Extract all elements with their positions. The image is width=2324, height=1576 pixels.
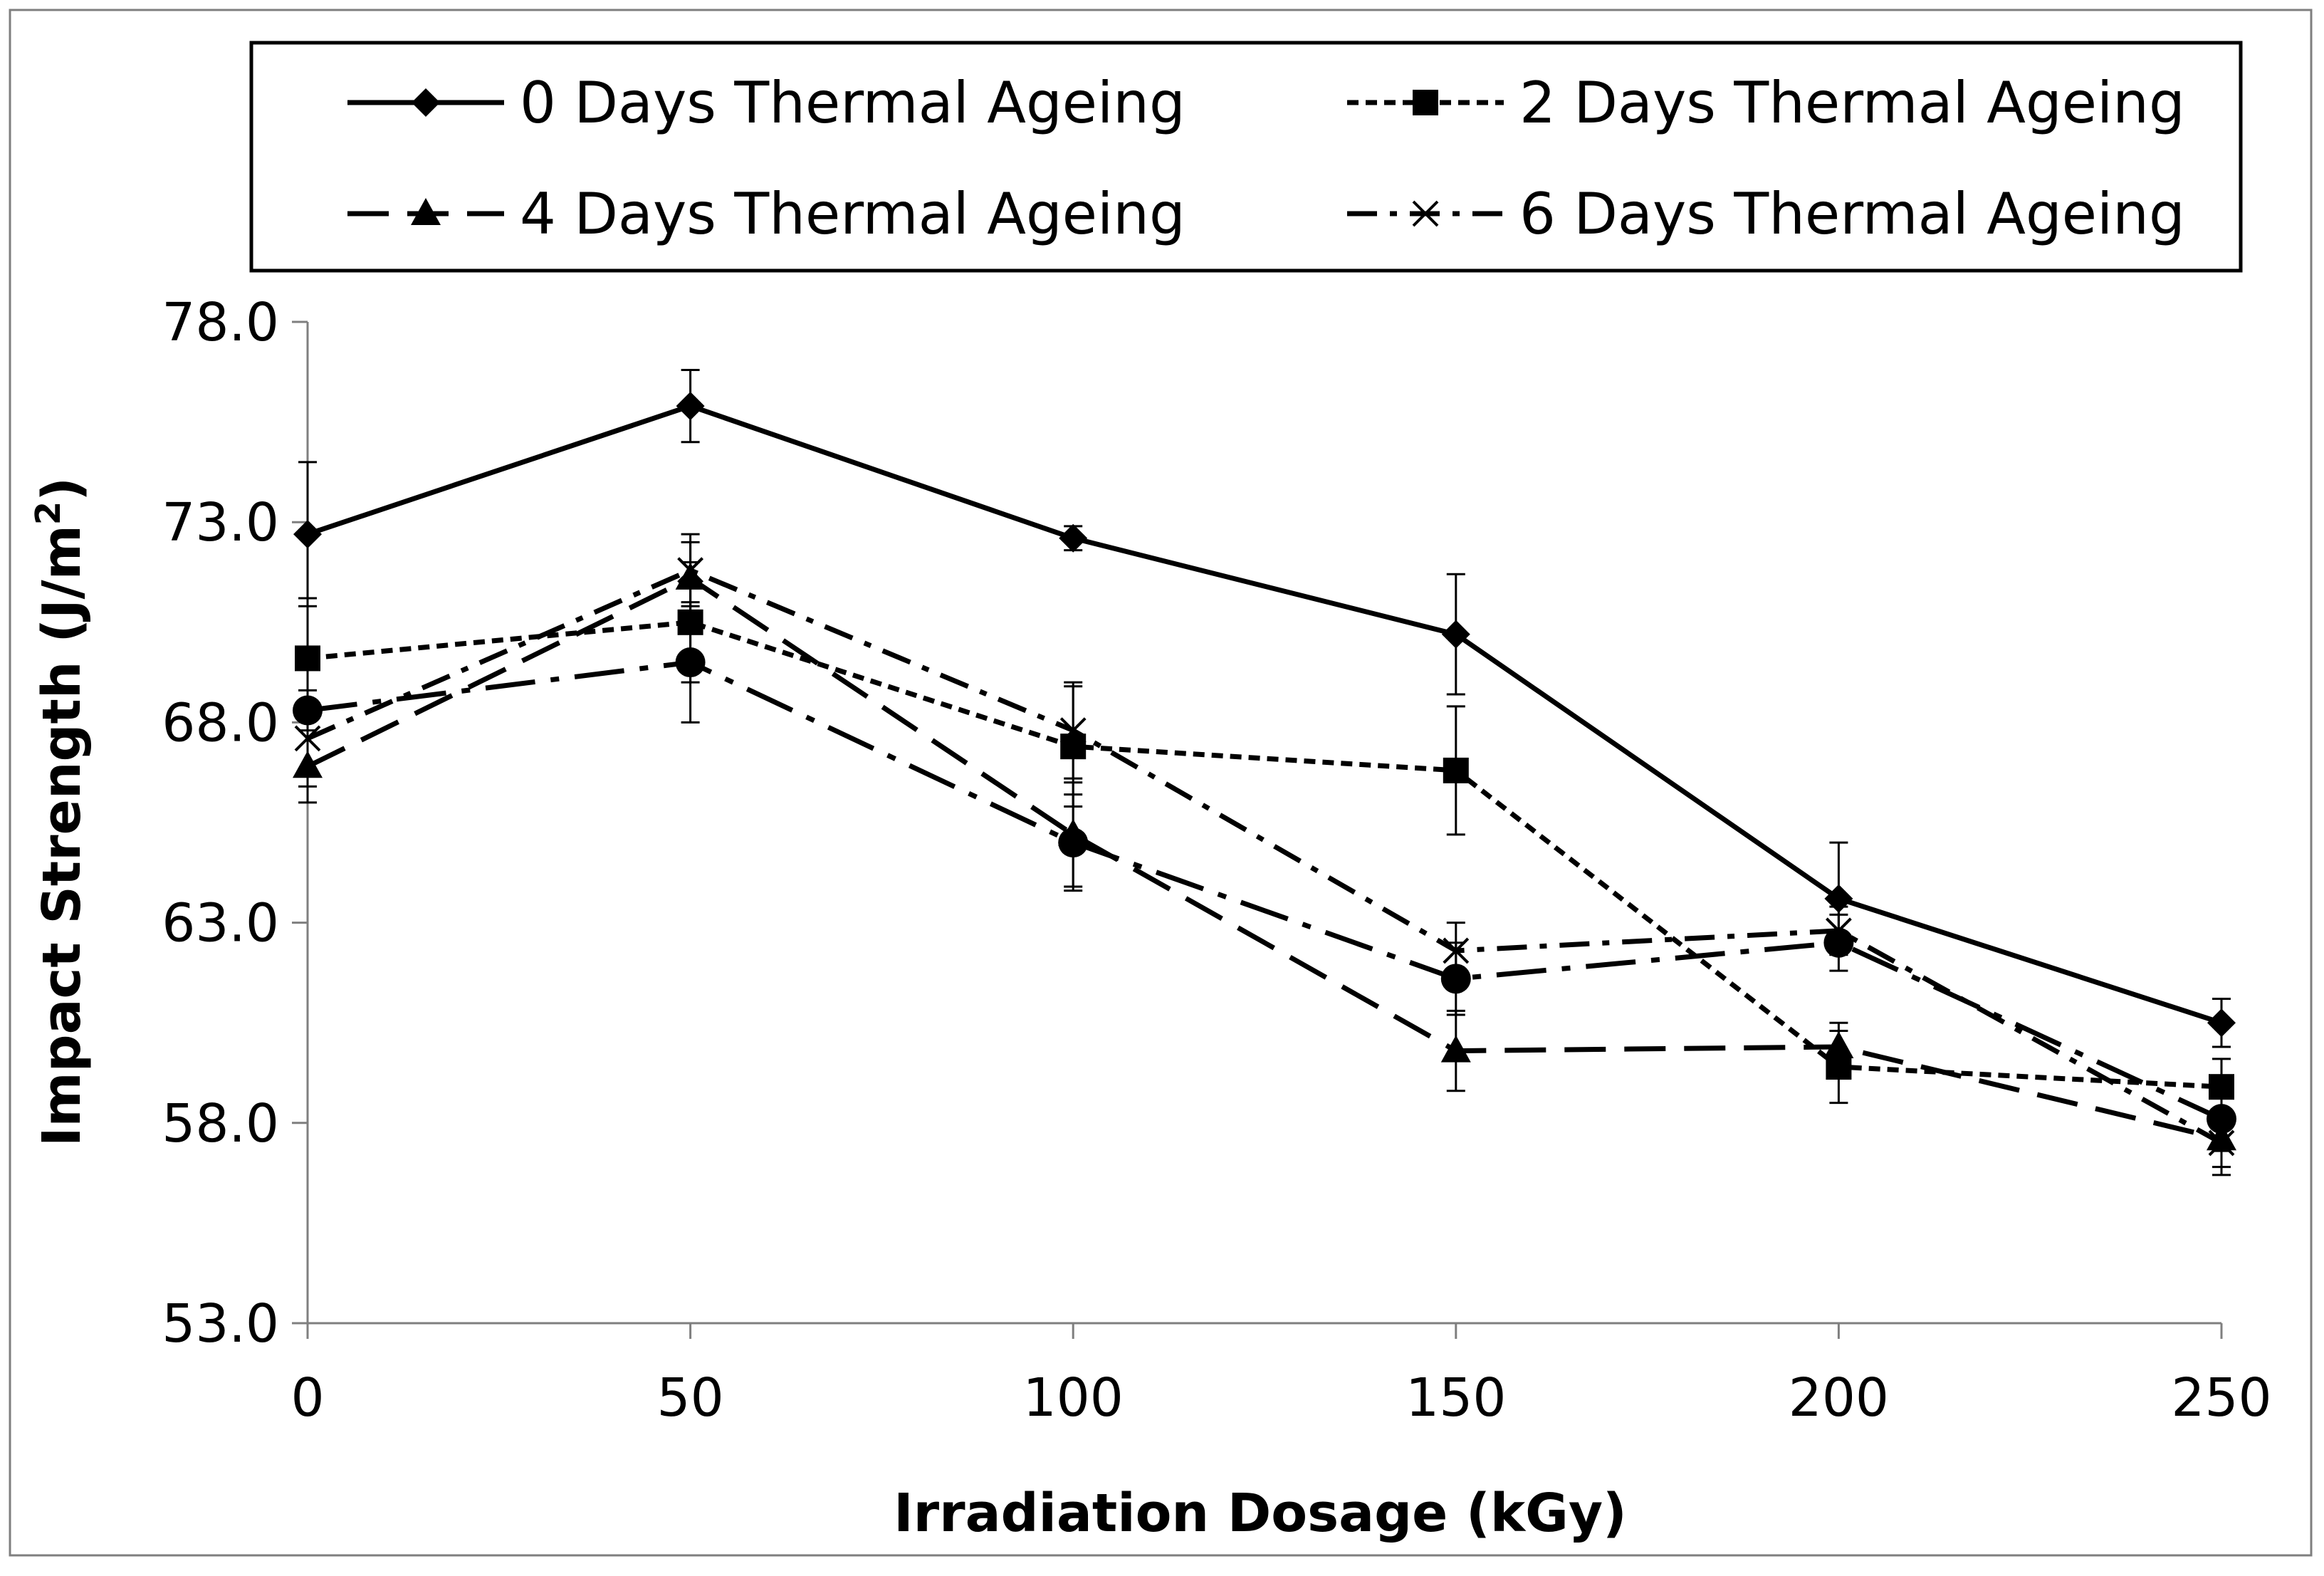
axes: 53.0 58.0 63.0 68.0 73.0 78.0 0 50 100 150 200 250: [162, 292, 2271, 1429]
x-marker: [677, 557, 704, 584]
y-tick-label: 78.0: [162, 292, 279, 353]
y-axis-title-close: ): [31, 477, 93, 501]
y-tick-label: 63.0: [162, 893, 279, 954]
circle-marker: [675, 647, 706, 678]
series-line: [306, 403, 2223, 1026]
series-line: [307, 659, 2223, 1122]
x-tick-label: 250: [2171, 1367, 2271, 1429]
circle-marker: [2207, 1104, 2236, 1134]
square-marker: [1443, 757, 1469, 783]
legend-entry-2: 2 Days Thermal Ageing: [1347, 70, 2185, 136]
y-tick-label: 53.0: [162, 1293, 279, 1355]
x-marker-stroke: [1412, 200, 1439, 227]
y-tick-label: 58.0: [162, 1093, 279, 1154]
x-marker: [1412, 200, 1439, 227]
y-tick-label: 73.0: [162, 492, 279, 553]
legend-label: 6 Days Thermal Ageing: [1519, 181, 2185, 247]
series-line: [306, 575, 2222, 1142]
x-tick-label: 200: [1789, 1367, 1889, 1429]
legend-entry-1: 0 Days Thermal Ageing: [347, 70, 1185, 136]
legend-label: 2 Days Thermal Ageing: [1519, 70, 2185, 136]
series-5: [293, 601, 2236, 1152]
circle-marker: [1440, 964, 1471, 994]
legend-entry-4: 6 Days Thermal Ageing: [1347, 181, 2185, 247]
triangle-marker: [411, 198, 441, 225]
y-axis-title: Impact Strength (J/m2): [28, 477, 93, 1147]
diamond-marker: [1059, 523, 1088, 553]
y-axis-title-base: Impact Strength (J/m: [31, 525, 93, 1147]
circle-marker: [1823, 927, 1854, 958]
circle-marker: [1058, 828, 1089, 858]
legend: 0 Days Thermal Ageing 2 Days Thermal Agei…: [249, 41, 2243, 273]
y-tick-label: 68.0: [162, 692, 279, 753]
legend-label: 0 Days Thermal Ageing: [520, 70, 1185, 136]
plot-area: [293, 368, 2236, 1176]
triangle-marker: [1440, 1035, 1471, 1063]
diamond-marker: [676, 392, 705, 421]
x-tick-label: 50: [657, 1367, 724, 1429]
x-ticks: 0 50 100 150 200 250: [290, 1323, 2272, 1429]
diamond-marker: [412, 88, 440, 117]
legend-entry-3: 4 Days Thermal Ageing: [347, 181, 1185, 247]
x-marker-stroke: [677, 557, 704, 584]
triangle-marker: [1823, 1030, 1854, 1058]
legend-label: 4 Days Thermal Ageing: [520, 181, 1185, 247]
x-marker-stroke: [1059, 717, 1087, 744]
x-tick-label: 0: [290, 1367, 324, 1429]
y-ticks: 53.0 58.0 63.0 68.0 73.0 78.0: [162, 292, 308, 1355]
circle-marker: [293, 695, 323, 726]
square-marker: [1413, 90, 1438, 115]
y-axis-title-superscript: 2: [28, 501, 68, 525]
x-axis-title: Irradiation Dosage (kGy): [894, 1483, 1627, 1544]
diamond-marker: [2207, 1008, 2236, 1038]
diamond-marker: [1441, 620, 1470, 649]
x-tick-label: 150: [1406, 1367, 1506, 1429]
series-line: [307, 620, 2222, 1090]
x-marker: [1059, 717, 1087, 744]
diamond-marker: [293, 520, 322, 549]
legend-box: [249, 41, 2243, 273]
x-tick-label: 100: [1023, 1367, 1124, 1429]
